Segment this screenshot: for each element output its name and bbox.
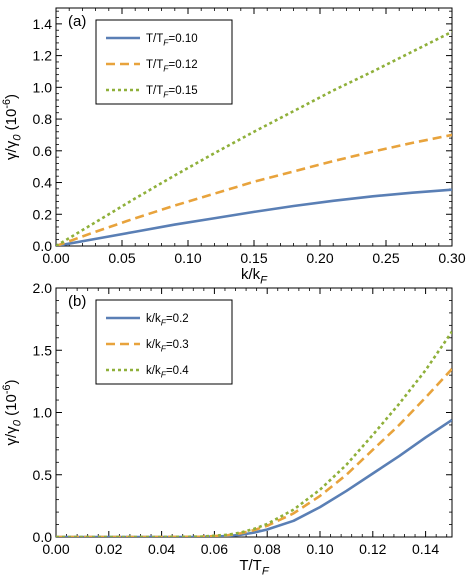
- legend: k/kF=0.2k/kF=0.3k/kF=0.4: [95, 299, 233, 385]
- series-line-2: [56, 133, 452, 246]
- x-tick-label: 0.00: [42, 250, 69, 266]
- y-tick-label: 0.6: [33, 143, 53, 159]
- y-tick-label: 0.8: [33, 111, 53, 127]
- y-tick-label: 2.0: [33, 280, 53, 296]
- text-run: 0: [12, 134, 24, 141]
- text-run: =0.12: [169, 59, 198, 71]
- series-line-1: [56, 188, 452, 246]
- text-run: k/k: [146, 365, 161, 377]
- y-tick-label: 1.4: [33, 16, 53, 32]
- y-tick-label: 0.4: [33, 175, 53, 191]
- text-run: 0: [12, 419, 24, 426]
- series-line-3: [56, 30, 452, 246]
- series-line-2: [56, 368, 452, 537]
- text-run: k/k: [146, 339, 161, 351]
- panel-b: 0.00 0.02 0.04 0.06 0.08 0.10 0.12 0.14 0.0 0.5 1.…: [1, 280, 453, 577]
- text-run: ): [3, 94, 20, 99]
- y-tick-label: 0.0: [33, 529, 53, 545]
- text-run: T/T: [146, 85, 163, 97]
- text-run: ): [3, 380, 20, 385]
- legend-label-3: k/kF=0.4: [146, 365, 189, 379]
- x-axis-label: k/kF​: [241, 266, 268, 287]
- x-tick-label: 0.08: [254, 541, 281, 557]
- legend-label-1: T/TF=0.10: [146, 33, 198, 47]
- x-tick-label: 0.10: [174, 250, 201, 266]
- x-tick-label: 0.06: [201, 541, 228, 557]
- y-tick-label: 0.0: [33, 238, 53, 254]
- text-run: F: [163, 37, 169, 47]
- x-tick-label: 0.00: [42, 541, 69, 557]
- x-tick-label: 0.20: [306, 250, 333, 266]
- x-tick-label: 0.25: [372, 250, 399, 266]
- panel-label: (a): [68, 13, 86, 30]
- panel-a: 0.00 0.05 0.10 0.15 0.20 0.25 0.30 0.0 0.2 0.4 0.6…: [1, 7, 466, 287]
- text-run: =0.10: [169, 33, 198, 45]
- x-tick-label: 0.14: [412, 541, 439, 557]
- text-run: γ/γ: [3, 140, 20, 160]
- text-run: T/T: [239, 557, 262, 574]
- text-run: T/T: [146, 59, 163, 71]
- text-run: T/T: [146, 33, 163, 45]
- text-run: F: [163, 63, 169, 73]
- x-tick-label: 0.12: [359, 541, 386, 557]
- text-run: -6: [1, 385, 13, 395]
- y-tick-label: 1.2: [33, 48, 53, 64]
- text-run: =0.15: [169, 85, 198, 97]
- legend-label-1: k/kF=0.2: [146, 313, 189, 327]
- y-tick-label: 0.5: [33, 467, 53, 483]
- text-run: =0.3: [166, 339, 189, 351]
- text-run: F: [161, 343, 167, 353]
- x-tick-label: 0.30: [438, 250, 465, 266]
- y-tick-label: 0.2: [33, 206, 53, 222]
- series-line-1: [56, 418, 452, 537]
- text-run: =0.2: [166, 313, 189, 325]
- legend: T/TF=0.10T/TF=0.12T/TF=0.15: [95, 19, 233, 105]
- text-run: k/k: [146, 313, 161, 325]
- x-tick-label: 0.04: [148, 541, 175, 557]
- x-tick-label: 0.02: [95, 541, 122, 557]
- legend-label-2: k/kF=0.3: [146, 339, 189, 353]
- y-axis-label: γ/γ0 (10-6): [1, 380, 24, 446]
- x-axis-label: T/TF​: [239, 557, 270, 577]
- text-run: (10: [3, 109, 20, 135]
- y-tick-label: 1.0: [33, 405, 53, 421]
- x-tick-label: 0.10: [306, 541, 333, 557]
- x-tick-label: 0.15: [240, 250, 267, 266]
- y-tick-label: 1.0: [33, 79, 53, 95]
- text-run: F: [161, 317, 167, 327]
- x-tick-label: 0.05: [108, 250, 135, 266]
- text-run: (10: [3, 394, 20, 420]
- text-run: F: [260, 275, 268, 287]
- legend-label-3: T/TF=0.15: [146, 85, 198, 99]
- text-run: F: [161, 369, 167, 379]
- panel-label: (b): [68, 293, 86, 310]
- text-run: F: [262, 566, 270, 577]
- y-axis-label: γ/γ0 (10-6): [1, 94, 24, 160]
- text-run: -6: [1, 99, 13, 109]
- text-run: γ/γ: [3, 426, 20, 446]
- series-line-3: [56, 330, 452, 537]
- text-run: =0.4: [166, 365, 189, 377]
- legend-label-2: T/TF=0.12: [146, 59, 198, 73]
- text-run: F: [163, 89, 169, 99]
- text-run: k/k: [241, 266, 261, 283]
- y-tick-label: 1.5: [33, 342, 53, 358]
